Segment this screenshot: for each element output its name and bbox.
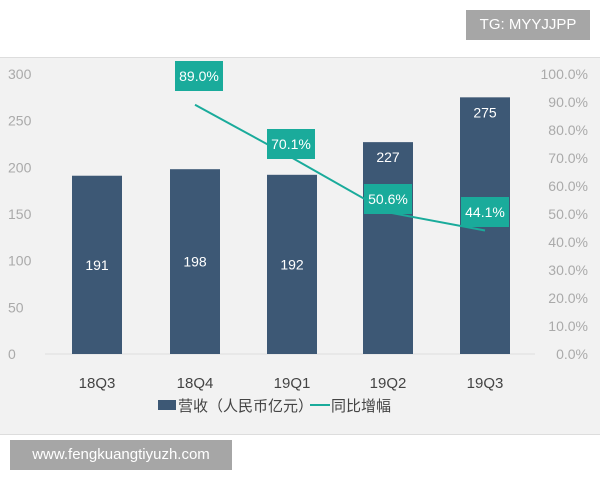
bar-label: 227 (376, 149, 400, 165)
line-label: 44.1% (465, 204, 505, 220)
bar-label: 192 (280, 256, 304, 272)
y-right-tick: 90.0% (548, 94, 588, 110)
x-tick-label: 18Q3 (79, 375, 116, 392)
bar-18Q3 (72, 175, 122, 354)
y-right-tick: 70.0% (548, 150, 588, 166)
y-left-tick: 200 (8, 159, 32, 175)
watermark-url: www.fengkuangtiyuzh.com (10, 440, 232, 470)
bar-19Q1 (267, 174, 317, 354)
line-label: 89.0% (179, 68, 219, 84)
bar-label: 191 (85, 257, 109, 273)
x-tick-label: 19Q3 (467, 375, 504, 392)
y-left-tick: 50 (8, 299, 24, 315)
line-label-box (364, 184, 412, 214)
bar-label: 198 (183, 254, 207, 270)
bar-19Q2 (363, 142, 413, 354)
bar-label: 275 (473, 104, 497, 120)
y-left-tick: 150 (8, 206, 32, 222)
line-label: 50.6% (368, 191, 408, 207)
line-label-box (267, 129, 315, 159)
line-label: 70.1% (271, 136, 311, 152)
legend-bar-swatch (158, 400, 176, 410)
y-right-tick: 60.0% (548, 178, 588, 194)
y-left-tick: 100 (8, 253, 32, 269)
x-tick-label: 18Q4 (177, 375, 214, 392)
y-left-tick: 300 (8, 66, 32, 82)
y-right-tick: 20.0% (548, 290, 588, 306)
y-left-tick: 250 (8, 113, 32, 129)
legend-line-label: 同比增幅 (331, 398, 391, 415)
y-right-tick: 40.0% (548, 234, 588, 250)
y-right-tick: 100.0% (541, 66, 588, 82)
growth-line (194, 103, 486, 232)
line-label-box (461, 197, 509, 227)
bar-18Q4 (170, 169, 220, 354)
y-left-tick: 0 (8, 346, 16, 362)
y-right-tick: 80.0% (548, 122, 588, 138)
x-tick-label: 19Q1 (274, 375, 311, 392)
watermark-top: TG: MYYJJPP (466, 10, 590, 40)
line-label-box (175, 61, 223, 91)
legend-line-swatch (310, 404, 330, 406)
x-tick-label: 19Q2 (370, 375, 407, 392)
y-right-tick: 0.0% (556, 346, 588, 362)
y-right-tick: 10.0% (548, 318, 588, 334)
y-right-tick: 30.0% (548, 262, 588, 278)
y-right-tick: 50.0% (548, 206, 588, 222)
legend-bar-label: 营收（人民币亿元） (178, 398, 313, 415)
